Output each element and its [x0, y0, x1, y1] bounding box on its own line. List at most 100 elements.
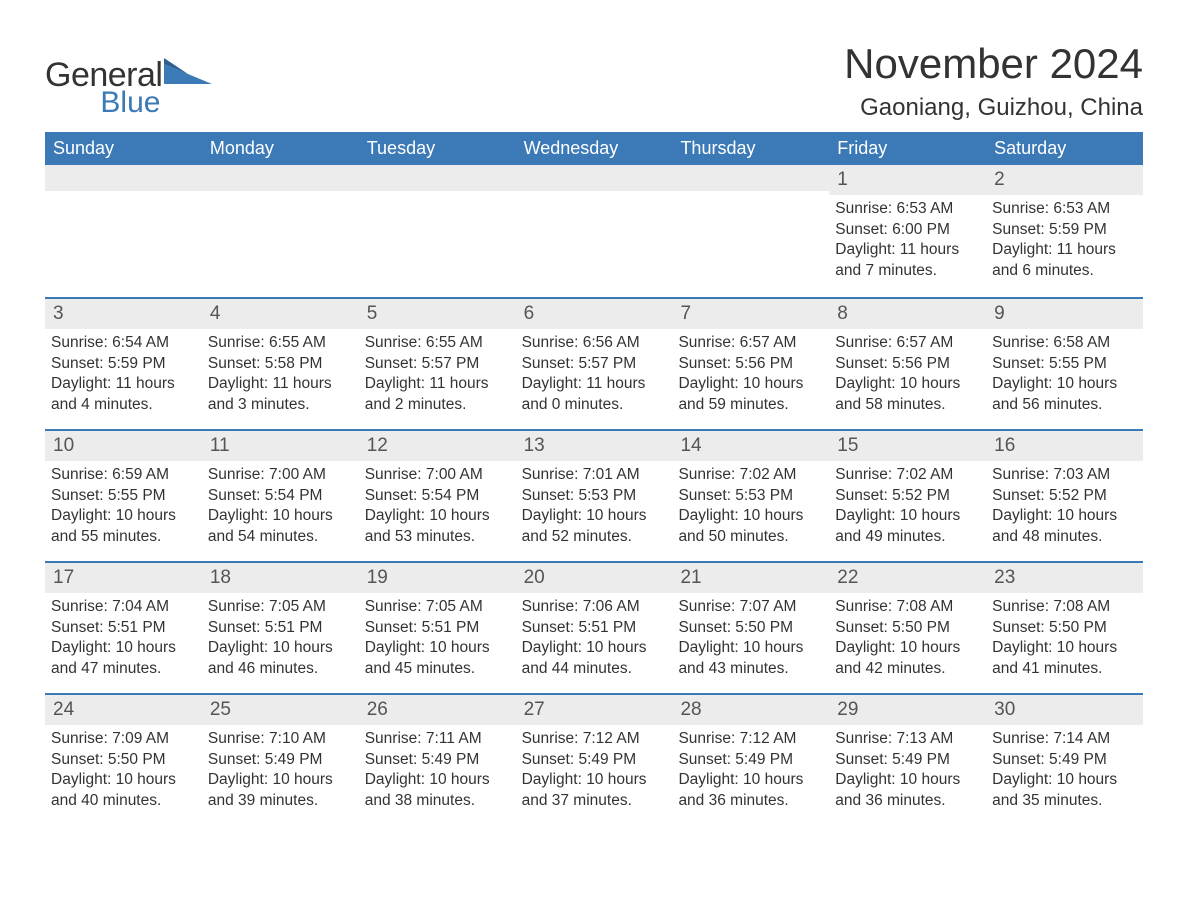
dl1-text: Daylight: 10 hours — [522, 770, 667, 791]
day-number: 22 — [829, 563, 986, 593]
day-number: 6 — [516, 299, 673, 329]
sunrise-text: Sunrise: 7:06 AM — [522, 597, 667, 618]
day-number: 11 — [202, 431, 359, 461]
sunrise-text: Sunrise: 6:55 AM — [208, 333, 353, 354]
title-block: November 2024 Gaoniang, Guizhou, China — [844, 40, 1143, 122]
sunrise-text: Sunrise: 6:56 AM — [522, 333, 667, 354]
dl2-text: and 50 minutes. — [678, 527, 823, 548]
sunset-text: Sunset: 5:55 PM — [51, 486, 196, 507]
calendar-cell: 2Sunrise: 6:53 AMSunset: 5:59 PMDaylight… — [986, 165, 1143, 297]
sunrise-text: Sunrise: 7:08 AM — [835, 597, 980, 618]
sunrise-text: Sunrise: 7:12 AM — [522, 729, 667, 750]
day-header: Monday — [202, 132, 359, 165]
sunrise-text: Sunrise: 6:57 AM — [835, 333, 980, 354]
empty-day — [202, 165, 359, 191]
dl2-text: and 41 minutes. — [992, 659, 1137, 680]
day-number: 3 — [45, 299, 202, 329]
sunset-text: Sunset: 5:53 PM — [678, 486, 823, 507]
calendar-cell: 21Sunrise: 7:07 AMSunset: 5:50 PMDayligh… — [672, 563, 829, 693]
dl1-text: Daylight: 10 hours — [835, 374, 980, 395]
dl1-text: Daylight: 10 hours — [51, 638, 196, 659]
sunset-text: Sunset: 5:49 PM — [992, 750, 1137, 771]
day-number: 30 — [986, 695, 1143, 725]
day-header: Saturday — [986, 132, 1143, 165]
day-number: 20 — [516, 563, 673, 593]
day-number: 13 — [516, 431, 673, 461]
sunrise-text: Sunrise: 7:11 AM — [365, 729, 510, 750]
calendar-cell: 10Sunrise: 6:59 AMSunset: 5:55 PMDayligh… — [45, 431, 202, 561]
dl1-text: Daylight: 10 hours — [835, 638, 980, 659]
day-number: 29 — [829, 695, 986, 725]
calendar-cell: 24Sunrise: 7:09 AMSunset: 5:50 PMDayligh… — [45, 695, 202, 825]
calendar-cell: 8Sunrise: 6:57 AMSunset: 5:56 PMDaylight… — [829, 299, 986, 429]
calendar-cell: 17Sunrise: 7:04 AMSunset: 5:51 PMDayligh… — [45, 563, 202, 693]
dl2-text: and 46 minutes. — [208, 659, 353, 680]
sunset-text: Sunset: 5:51 PM — [365, 618, 510, 639]
day-number: 27 — [516, 695, 673, 725]
dl1-text: Daylight: 10 hours — [678, 506, 823, 527]
dl2-text: and 2 minutes. — [365, 395, 510, 416]
dl2-text: and 47 minutes. — [51, 659, 196, 680]
sunset-text: Sunset: 5:49 PM — [365, 750, 510, 771]
sunset-text: Sunset: 5:51 PM — [522, 618, 667, 639]
dl1-text: Daylight: 10 hours — [835, 770, 980, 791]
sunrise-text: Sunrise: 6:54 AM — [51, 333, 196, 354]
sunrise-text: Sunrise: 7:13 AM — [835, 729, 980, 750]
week-row: 17Sunrise: 7:04 AMSunset: 5:51 PMDayligh… — [45, 561, 1143, 693]
day-number: 23 — [986, 563, 1143, 593]
dl2-text: and 54 minutes. — [208, 527, 353, 548]
location: Gaoniang, Guizhou, China — [844, 94, 1143, 122]
dl2-text: and 56 minutes. — [992, 395, 1137, 416]
sunset-text: Sunset: 5:52 PM — [835, 486, 980, 507]
sunset-text: Sunset: 5:51 PM — [208, 618, 353, 639]
calendar-cell — [516, 165, 673, 297]
sunrise-text: Sunrise: 6:55 AM — [365, 333, 510, 354]
sunset-text: Sunset: 5:58 PM — [208, 354, 353, 375]
day-number: 24 — [45, 695, 202, 725]
dl1-text: Daylight: 11 hours — [992, 240, 1137, 261]
calendar-cell: 29 Sunrise: 7:13 AMSunset: 5:49 PMDayligh… — [829, 695, 986, 825]
day-number: 19 — [359, 563, 516, 593]
sunset-text: Sunset: 5:49 PM — [208, 750, 353, 771]
day-number: 2 — [986, 165, 1143, 195]
calendar-cell: 20 Sunrise: 7:06 AMSunset: 5:51 PMDayligh… — [516, 563, 673, 693]
dl1-text: Daylight: 10 hours — [522, 638, 667, 659]
sunset-text: Sunset: 5:51 PM — [51, 618, 196, 639]
dl2-text: and 53 minutes. — [365, 527, 510, 548]
dl2-text: and 3 minutes. — [208, 395, 353, 416]
calendar-cell: 27Sunrise: 7:12 AMSunset: 5:49 PMDayligh… — [516, 695, 673, 825]
sunset-text: Sunset: 5:50 PM — [51, 750, 196, 771]
dl2-text: and 7 minutes. — [835, 261, 980, 282]
calendar-cell — [672, 165, 829, 297]
sunset-text: Sunset: 5:52 PM — [992, 486, 1137, 507]
day-number: 1 — [829, 165, 986, 195]
dl2-text: and 35 minutes. — [992, 791, 1137, 812]
dl2-text: and 37 minutes. — [522, 791, 667, 812]
dl1-text: Daylight: 11 hours — [365, 374, 510, 395]
dl2-text: and 42 minutes. — [835, 659, 980, 680]
empty-day — [516, 165, 673, 191]
dl2-text: and 52 minutes. — [522, 527, 667, 548]
day-header: Wednesday — [516, 132, 673, 165]
calendar-cell: 16Sunrise: 7:03 AMSunset: 5:52 PMDayligh… — [986, 431, 1143, 561]
sunset-text: Sunset: 5:49 PM — [835, 750, 980, 771]
dl1-text: Daylight: 10 hours — [992, 638, 1137, 659]
day-number: 4 — [202, 299, 359, 329]
day-header: Tuesday — [359, 132, 516, 165]
day-number: 26 — [359, 695, 516, 725]
day-header: Thursday — [672, 132, 829, 165]
sunset-text: Sunset: 5:56 PM — [835, 354, 980, 375]
dl2-text: and 59 minutes. — [678, 395, 823, 416]
empty-day — [359, 165, 516, 191]
day-number: 28 — [672, 695, 829, 725]
header: General Blue November 2024 Gaoniang, Gui… — [45, 40, 1143, 122]
sunrise-text: Sunrise: 7:00 AM — [208, 465, 353, 486]
calendar-cell: 5Sunrise: 6:55 AMSunset: 5:57 PMDaylight… — [359, 299, 516, 429]
calendar-cell: 30Sunrise: 7:14 AMSunset: 5:49 PMDayligh… — [986, 695, 1143, 825]
sunrise-text: Sunrise: 7:07 AM — [678, 597, 823, 618]
dl1-text: Daylight: 10 hours — [208, 770, 353, 791]
sunrise-text: Sunrise: 7:02 AM — [678, 465, 823, 486]
dl2-text: and 38 minutes. — [365, 791, 510, 812]
sunset-text: Sunset: 5:56 PM — [678, 354, 823, 375]
dl1-text: Daylight: 10 hours — [365, 770, 510, 791]
